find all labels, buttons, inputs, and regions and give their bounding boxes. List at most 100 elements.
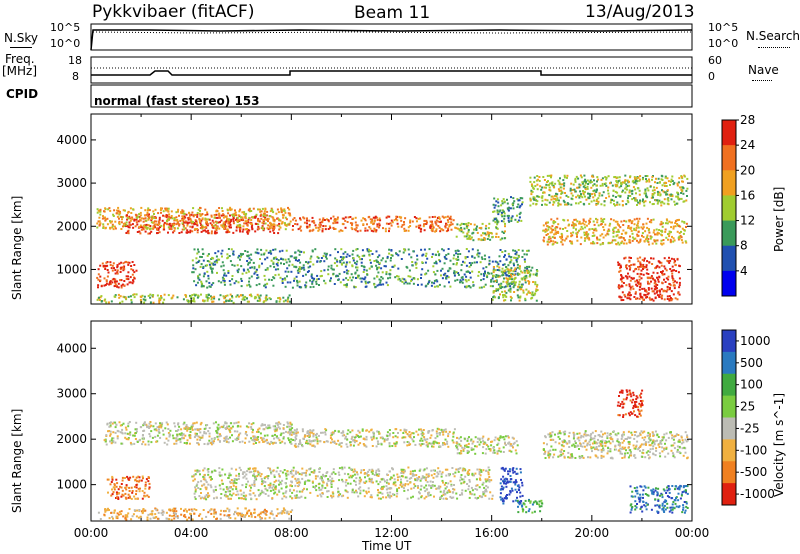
nave-label: Nave <box>748 63 779 77</box>
cbar-tick-label: 1000 <box>740 334 771 348</box>
echo-band-3 <box>542 430 689 460</box>
power-panel <box>96 174 689 304</box>
echo-band-0 <box>103 421 294 446</box>
colorbar-segment <box>722 417 736 440</box>
echo-band-0 <box>123 213 281 235</box>
nave-legend-line <box>752 80 772 81</box>
cbar-tick-label: 24 <box>740 138 755 152</box>
cpid-panel <box>90 84 693 108</box>
cbar-tick-label: -25 <box>740 421 760 435</box>
power-colorbar: 4 8 12 16 20 24 28 <box>721 113 755 297</box>
echo-band-7 <box>191 248 531 289</box>
station-title: Pykkvibaer (fitACF) <box>92 2 255 22</box>
echo-band-2 <box>455 435 519 455</box>
xtick-label: 20:00 <box>575 526 610 540</box>
cbar-tick-label: 28 <box>740 113 755 127</box>
axes-layer: 1000 2000 3000 4000 1000 2000 3000 4000 00:00 04:… <box>56 113 710 540</box>
nsearch-trace <box>92 31 693 34</box>
echo-band-3 <box>454 222 507 242</box>
echo-band-8 <box>491 265 539 302</box>
echo-band-1 <box>96 206 292 231</box>
velocity-panel <box>97 389 689 521</box>
ytick-label: 3000 <box>56 176 87 190</box>
echo-band-8 <box>629 484 689 514</box>
echo-band-10 <box>96 293 291 304</box>
colorbar-segment <box>722 461 736 484</box>
nsky-tick-top: 10^5 <box>50 21 81 34</box>
colorbar-segment <box>722 439 736 462</box>
xtick-label: 16:00 <box>474 526 509 540</box>
cbar-tick-label: 8 <box>740 239 748 253</box>
freq-panel <box>90 56 693 84</box>
cpid-label: CPID <box>6 87 39 101</box>
echo-band-5 <box>106 475 151 500</box>
echo-band-9 <box>616 389 644 418</box>
colorbar-segment <box>722 395 736 418</box>
velocity-cbar-label: Velocity [m s^-1] <box>772 392 786 497</box>
xtick-label: 04:00 <box>174 526 209 540</box>
colorbar-segment <box>722 145 736 171</box>
colorbar-segment <box>722 351 736 375</box>
echo-band-1 <box>291 427 456 448</box>
freq-unit-label: [MHz] <box>2 64 38 78</box>
cbar-tick-label: -500 <box>740 465 767 479</box>
colorbar-segment <box>722 220 736 247</box>
cbar-tick-label: 500 <box>740 356 763 370</box>
ytick-label: 2000 <box>56 432 87 446</box>
velocity-colorbar: 1000 500 100 25 -25 -100 -500 -1000 <box>721 329 775 506</box>
cbar-tick-label: 4 <box>740 264 748 278</box>
echo-band-9 <box>617 256 681 302</box>
xtick-label: 00:00 <box>675 526 710 540</box>
nsky-label: N.Sky <box>4 31 39 45</box>
nave-tick-bottom: 0 <box>708 70 715 83</box>
beam-label: Beam 11 <box>354 3 431 23</box>
echo-band-10 <box>97 507 294 521</box>
colorbar-segment <box>722 373 736 397</box>
panel-frame-1 <box>90 320 693 522</box>
colorbar-segment <box>722 330 736 353</box>
echo-band-2 <box>291 215 455 233</box>
ytick-label: 3000 <box>56 387 87 401</box>
cbar-tick-label: 12 <box>740 214 755 228</box>
colorbar-frame <box>721 119 737 297</box>
echo-band-11 <box>529 174 689 207</box>
echo-band-4 <box>492 196 524 224</box>
power-cbar-label: Power [dB] <box>772 186 786 252</box>
cbar-tick-label: 25 <box>740 400 755 414</box>
nsearch-tick-bottom: 10^0 <box>708 37 739 50</box>
cbar-tick-label: -1000 <box>740 487 775 501</box>
echo-band-5 <box>542 217 688 246</box>
echo-band-4 <box>191 466 494 501</box>
nsky-legend-line <box>10 47 32 48</box>
nsky-panel <box>90 23 693 51</box>
nsky-trace <box>90 29 693 51</box>
ytick-label: 1000 <box>56 478 87 492</box>
xaxis-label: Time UT <box>362 539 412 553</box>
ytick-label: 2000 <box>56 219 87 233</box>
cbar-tick-label: 100 <box>740 378 763 392</box>
nave-tick-top: 60 <box>708 54 722 67</box>
ytick-label: 1000 <box>56 262 87 276</box>
nsearch-tick-top: 10^5 <box>708 21 739 34</box>
cbar-tick-label: 16 <box>740 188 755 202</box>
xtick-label: 12:00 <box>374 526 409 540</box>
cbar-tick-label: 20 <box>740 163 755 177</box>
xtick-label: 08:00 <box>274 526 309 540</box>
colorbar-segment <box>722 195 736 222</box>
echo-band-6 <box>96 260 138 289</box>
nsearch-legend-line <box>758 47 790 48</box>
ytick-label: 4000 <box>56 133 87 147</box>
freq-trace <box>91 70 692 76</box>
nsearch-label: N.Search <box>746 29 800 43</box>
velocity-ylabel: Slant Range [km] <box>10 408 24 513</box>
freq-tick-top: 18 <box>68 54 82 67</box>
cpid-value: normal (fast stereo) 153 <box>94 94 260 108</box>
echo-band-7 <box>516 498 544 514</box>
echo-band-6 <box>499 466 524 505</box>
colorbar-segment <box>722 120 736 146</box>
panel-frame-0 <box>90 113 693 305</box>
nsky-tick-bottom: 10^0 <box>50 37 81 50</box>
freq-tick-bottom: 8 <box>72 70 79 83</box>
freq-label: Freq. <box>5 52 35 66</box>
